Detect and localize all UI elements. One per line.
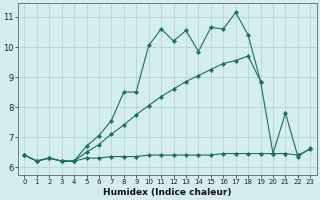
X-axis label: Humidex (Indice chaleur): Humidex (Indice chaleur) bbox=[103, 188, 232, 197]
